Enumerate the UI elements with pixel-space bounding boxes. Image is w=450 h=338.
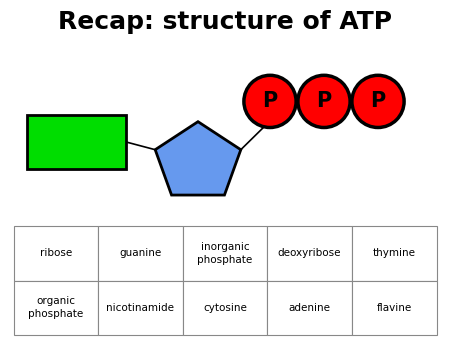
Bar [14,226,98,281]
Bar [98,226,183,281]
Bar [352,226,436,281]
Text: P: P [370,91,386,112]
Text: inorganic
phosphate: inorganic phosphate [198,242,252,265]
Text: flavine: flavine [377,303,412,313]
Bar [27,115,126,169]
Bar [183,226,267,281]
Text: P: P [262,91,278,112]
Ellipse shape [298,75,350,127]
Text: cytosine: cytosine [203,303,247,313]
Text: adenine: adenine [288,303,331,313]
Polygon shape [155,122,241,195]
Bar [98,281,183,335]
Text: organic
phosphate: organic phosphate [28,296,83,319]
Bar [14,281,98,335]
Text: thymine: thymine [373,248,416,259]
Text: ribose: ribose [40,248,72,259]
Text: guanine: guanine [119,248,162,259]
Bar [352,281,436,335]
Bar [183,281,267,335]
Text: Recap: structure of ATP: Recap: structure of ATP [58,10,392,34]
Text: deoxyribose: deoxyribose [278,248,342,259]
Text: P: P [316,91,332,112]
Ellipse shape [352,75,404,127]
Bar [267,226,352,281]
Ellipse shape [244,75,296,127]
Bar [267,281,352,335]
Text: nicotinamide: nicotinamide [106,303,175,313]
